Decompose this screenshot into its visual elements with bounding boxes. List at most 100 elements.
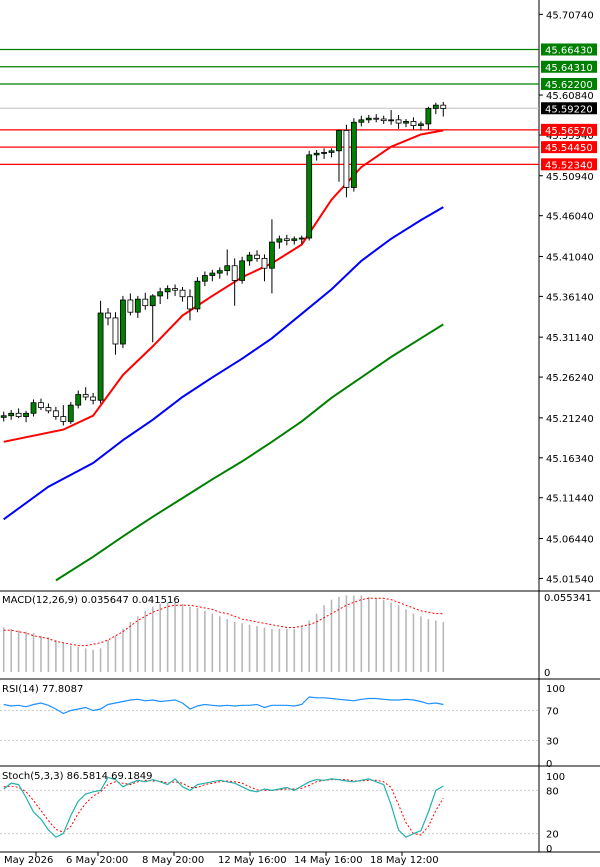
candle-body-bull [403, 121, 409, 124]
stoch-level-lines: 100 80 20 0 [0, 772, 565, 855]
candle-body-bull [239, 260, 246, 281]
macd-axis-max-label: 0.055341 [544, 593, 592, 604]
candle-body-bull [216, 270, 223, 274]
candle [127, 293, 134, 316]
candle [15, 408, 22, 419]
rsi-level-label: 0 [546, 759, 552, 770]
candle-body-bull [224, 265, 231, 272]
candle-body-bear [261, 258, 268, 269]
candle-body-bull [350, 121, 357, 188]
candle [157, 287, 164, 305]
candle [149, 294, 156, 343]
resistance-level-label: 45.66430 [545, 45, 593, 56]
rsi-panel: 100 70 30 0 RSI(14) 77.8087 [0, 679, 600, 770]
support-level-label-bg [541, 123, 597, 136]
candle-body-bear [52, 410, 59, 417]
candle-body-bull [23, 412, 29, 417]
candle [350, 118, 357, 192]
candle-body-bear [142, 298, 149, 307]
candle-body-bull [209, 272, 216, 276]
candle-body-bull [246, 254, 253, 262]
current-price-label: 45.59220 [545, 104, 593, 115]
candle [38, 398, 44, 411]
macd-histogram [2, 595, 445, 672]
candle-body-bear [105, 312, 111, 319]
candle [224, 249, 231, 276]
candle [269, 219, 275, 294]
time-axis: May 2026 6 May 20:00 8 May 20:00 12 May 16:… [4, 852, 439, 866]
candle [298, 235, 305, 244]
candle [276, 235, 283, 249]
candle [246, 251, 253, 266]
candle [254, 250, 260, 262]
candle [231, 258, 238, 306]
candle [60, 405, 67, 426]
rsi-level-lines: 100 70 30 0 [0, 684, 565, 770]
candle [67, 401, 74, 424]
current-price-label-bg [541, 102, 597, 115]
rsi-level-label: 30 [546, 737, 559, 748]
candle-body-bear [254, 254, 260, 259]
level-price-labels: 45.66430 45.64310 45.62200 45.56570 45.54450… [541, 43, 597, 171]
price-tick-label: 45.01540 [546, 574, 594, 585]
candle [45, 403, 52, 414]
candle [425, 106, 432, 130]
stoch-panel: 100 80 20 0 Stoch(5,3,3) 86.5814 69.1849 [0, 766, 600, 855]
macd-label: MACD(12,26,9) 0.035647 0.041516 [2, 595, 180, 606]
resistance-level-label: 45.64310 [545, 63, 593, 74]
candle-body-bear [283, 238, 290, 241]
stoch-d-line [3, 779, 444, 836]
candle [373, 114, 380, 123]
moving-average-line [3, 129, 444, 443]
candle-body-bear [395, 119, 402, 124]
price-tick-label: 45.11440 [546, 494, 594, 505]
price-panel: 45.70740 45.60840 45.55940 45.50940 45.46040… [0, 0, 600, 592]
price-tick-label: 45.60840 [546, 91, 594, 102]
candle [388, 110, 395, 125]
candle [142, 292, 149, 310]
candle [358, 115, 365, 127]
support-level-label-bg [541, 158, 597, 171]
candle-body-bull [388, 119, 395, 122]
candle [343, 124, 350, 198]
candle-body-bear [373, 117, 380, 120]
support-resistance-lines [0, 48, 539, 165]
resistance-level-label-bg [541, 43, 597, 56]
rsi-level-label: 70 [546, 707, 559, 718]
rsi-label: RSI(14) 77.8087 [2, 684, 83, 695]
price-tick-label: 45.55940 [546, 131, 594, 142]
candle [8, 410, 15, 420]
candle-body-bear [38, 402, 44, 408]
candle-body-bear [179, 289, 186, 298]
candle-body-bull [157, 291, 164, 297]
candle [291, 236, 298, 245]
candle-body-bull [321, 152, 327, 154]
moving-average-line [3, 206, 444, 521]
candle-body-bull [336, 130, 342, 152]
macd-axis-zero-label: 0 [544, 668, 550, 679]
candle [313, 149, 320, 161]
candle [283, 234, 290, 246]
candle [179, 286, 186, 302]
candle-body-bear [60, 416, 67, 422]
time-tick-label: 6 May 20:00 [66, 855, 128, 866]
moving-average-line [55, 323, 444, 582]
candle [105, 308, 111, 326]
candle [201, 271, 208, 287]
stoch-level-label: 100 [546, 772, 565, 783]
macd-signal-line [3, 597, 444, 647]
candle [216, 267, 223, 279]
candle-body-bull [201, 275, 208, 282]
price-tick-label: 45.16340 [546, 454, 594, 465]
candle [30, 399, 37, 417]
candle [164, 285, 171, 300]
resistance-level-label-bg [541, 60, 597, 73]
price-tick-label: 45.70740 [546, 10, 594, 21]
candle-body-bull [120, 299, 126, 345]
stoch-k-line [3, 776, 444, 838]
candle [365, 114, 372, 124]
stoch-label: Stoch(5,3,3) 86.5814 69.1849 [2, 771, 153, 782]
candle-body-bull [67, 404, 74, 422]
candle-body-bull [0, 415, 7, 418]
